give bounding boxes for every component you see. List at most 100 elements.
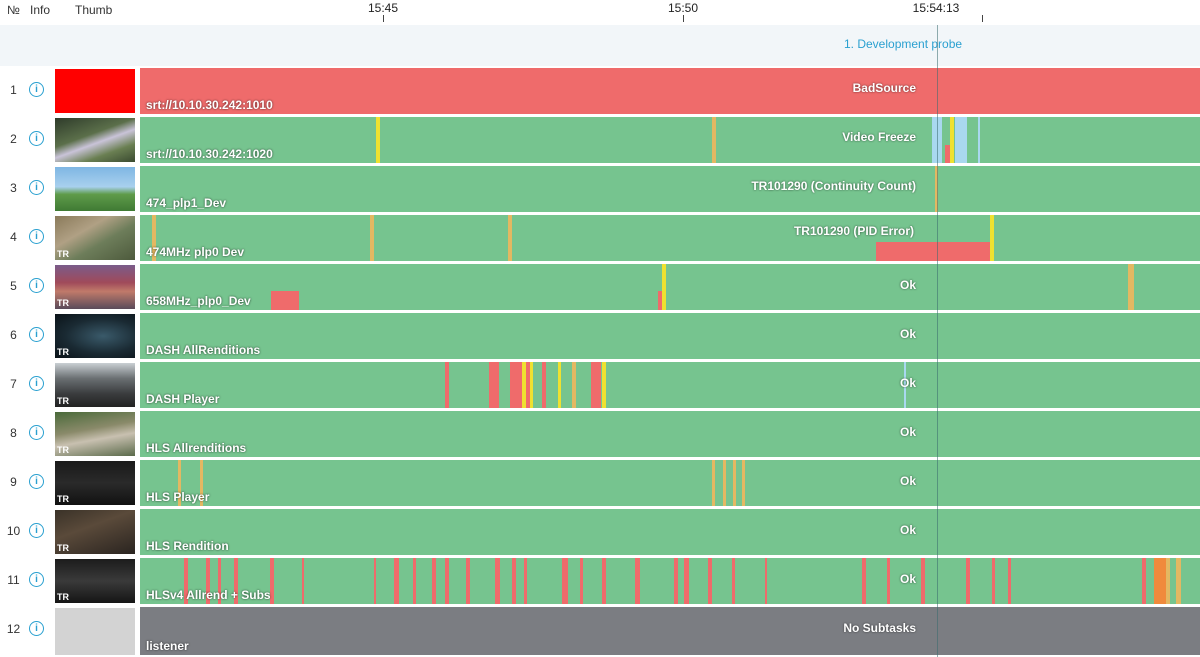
status-timeline[interactable]: BadSource srt://10.10.30.242:1010 <box>140 68 1200 114</box>
info-icon[interactable]: i <box>29 131 44 146</box>
info-icon[interactable]: i <box>29 278 44 293</box>
event-marker <box>1166 558 1170 604</box>
row-number: 9 <box>10 475 17 489</box>
event-marker <box>370 215 374 261</box>
col-num-header: № <box>7 3 20 17</box>
event-marker <box>1128 264 1134 310</box>
transcoder-badge: TR <box>57 249 69 259</box>
event-marker <box>712 460 715 506</box>
thumbnail[interactable]: TR <box>55 363 135 407</box>
event-marker <box>742 460 745 506</box>
row-number: 3 <box>10 181 17 195</box>
column-header: № Info Thumb 15:45 15:50 15:54:13 <box>0 0 1200 24</box>
time-tick-mark <box>683 15 684 22</box>
event-marker <box>723 460 726 506</box>
event-marker <box>966 558 970 604</box>
channel-row: 4 i TR TR101290 (PID Error) 474MHz plp0 … <box>0 215 1200 261</box>
info-icon[interactable]: i <box>29 621 44 636</box>
thumbnail[interactable]: TR <box>55 461 135 505</box>
event-marker <box>562 558 568 604</box>
event-marker <box>674 558 678 604</box>
event-marker <box>978 117 980 163</box>
probe-group-header[interactable]: 1. Development probe <box>0 25 1200 66</box>
status-label: Ok <box>899 474 916 488</box>
event-marker <box>1154 558 1166 604</box>
status-timeline[interactable]: Ok DASH Player <box>140 362 1200 408</box>
event-marker <box>733 460 736 506</box>
event-marker <box>495 558 500 604</box>
channel-row: 5 i TR Ok 658MHz_plp0_Dev <box>0 264 1200 310</box>
channel-row: 3 i TR101290 (Continuity Count) 474_plp1… <box>0 166 1200 212</box>
event-marker <box>508 215 512 261</box>
info-icon[interactable]: i <box>29 474 44 489</box>
status-timeline[interactable]: Ok HLSv4 Allrend + Subs <box>140 558 1200 604</box>
status-timeline[interactable]: Ok HLS Rendition <box>140 509 1200 555</box>
status-timeline[interactable]: Video Freeze srt://10.10.30.242:1020 <box>140 117 1200 163</box>
status-label: Ok <box>899 425 916 439</box>
row-number: 4 <box>10 230 17 244</box>
info-icon[interactable]: i <box>29 376 44 391</box>
event-marker <box>580 558 583 604</box>
info-icon[interactable]: i <box>29 327 44 342</box>
event-marker <box>945 145 950 163</box>
channel-row: 6 i TR Ok DASH AllRenditions <box>0 313 1200 359</box>
event-marker <box>466 558 470 604</box>
thumbnail[interactable] <box>55 69 135 113</box>
thumbnail[interactable] <box>55 608 135 655</box>
thumbnail[interactable]: TR <box>55 412 135 456</box>
thumbnail[interactable]: TR <box>55 216 135 260</box>
event-marker <box>635 558 640 604</box>
event-marker <box>572 362 576 408</box>
status-timeline[interactable]: Ok DASH AllRenditions <box>140 313 1200 359</box>
time-tick-label-current: 15:54:13 <box>912 1 960 15</box>
channel-row: 12 i No Subtasks listener <box>0 607 1200 655</box>
event-marker <box>200 460 203 506</box>
info-icon[interactable]: i <box>29 229 44 244</box>
event-marker <box>510 362 522 408</box>
thumbnail[interactable] <box>55 118 135 162</box>
row-number: 12 <box>6 622 21 636</box>
status-timeline[interactable]: TR101290 (Continuity Count) 474_plp1_Dev <box>140 166 1200 212</box>
source-label: HLS Player <box>146 490 210 504</box>
status-timeline[interactable]: No Subtasks listener <box>140 607 1200 655</box>
event-marker <box>218 558 221 604</box>
event-marker <box>152 215 156 261</box>
info-icon[interactable]: i <box>29 523 44 538</box>
event-marker <box>542 362 546 408</box>
event-marker <box>234 558 238 604</box>
event-marker <box>955 117 967 163</box>
channel-row: 8 i TR Ok HLS Allrenditions <box>0 411 1200 457</box>
source-label: HLS Rendition <box>146 539 229 553</box>
event-marker <box>178 460 181 506</box>
event-marker <box>302 558 304 604</box>
status-timeline[interactable]: Ok 658MHz_plp0_Dev <box>140 264 1200 310</box>
status-timeline[interactable]: TR101290 (PID Error) 474MHz plp0 Dev <box>140 215 1200 261</box>
info-icon[interactable]: i <box>29 572 44 587</box>
info-icon[interactable]: i <box>29 180 44 195</box>
thumbnail[interactable] <box>55 167 135 211</box>
status-timeline[interactable]: Ok HLS Allrenditions <box>140 411 1200 457</box>
event-marker <box>413 558 416 604</box>
status-label: BadSource <box>852 81 916 95</box>
event-marker <box>524 558 527 604</box>
info-icon[interactable]: i <box>29 82 44 97</box>
row-number: 10 <box>6 524 21 538</box>
event-marker <box>271 291 299 310</box>
thumbnail[interactable]: TR <box>55 510 135 554</box>
event-marker <box>512 558 516 604</box>
col-thumb-header: Thumb <box>75 3 113 17</box>
probe-label[interactable]: 1. Development probe <box>844 37 963 51</box>
row-number: 2 <box>10 132 17 146</box>
channel-row: 10 i TR Ok HLS Rendition <box>0 509 1200 555</box>
info-icon[interactable]: i <box>29 425 44 440</box>
row-number: 5 <box>10 279 17 293</box>
event-marker <box>862 558 866 604</box>
status-timeline[interactable]: Ok HLS Player <box>140 460 1200 506</box>
event-marker <box>990 215 994 261</box>
channel-row: 2 i Video Freeze srt://10.10.30.242:1020 <box>0 117 1200 163</box>
thumbnail[interactable]: TR <box>55 314 135 358</box>
status-label: Ok <box>899 327 916 341</box>
row-number: 1 <box>10 83 17 97</box>
thumbnail[interactable]: TR <box>55 265 135 309</box>
thumbnail[interactable]: TR <box>55 559 135 603</box>
